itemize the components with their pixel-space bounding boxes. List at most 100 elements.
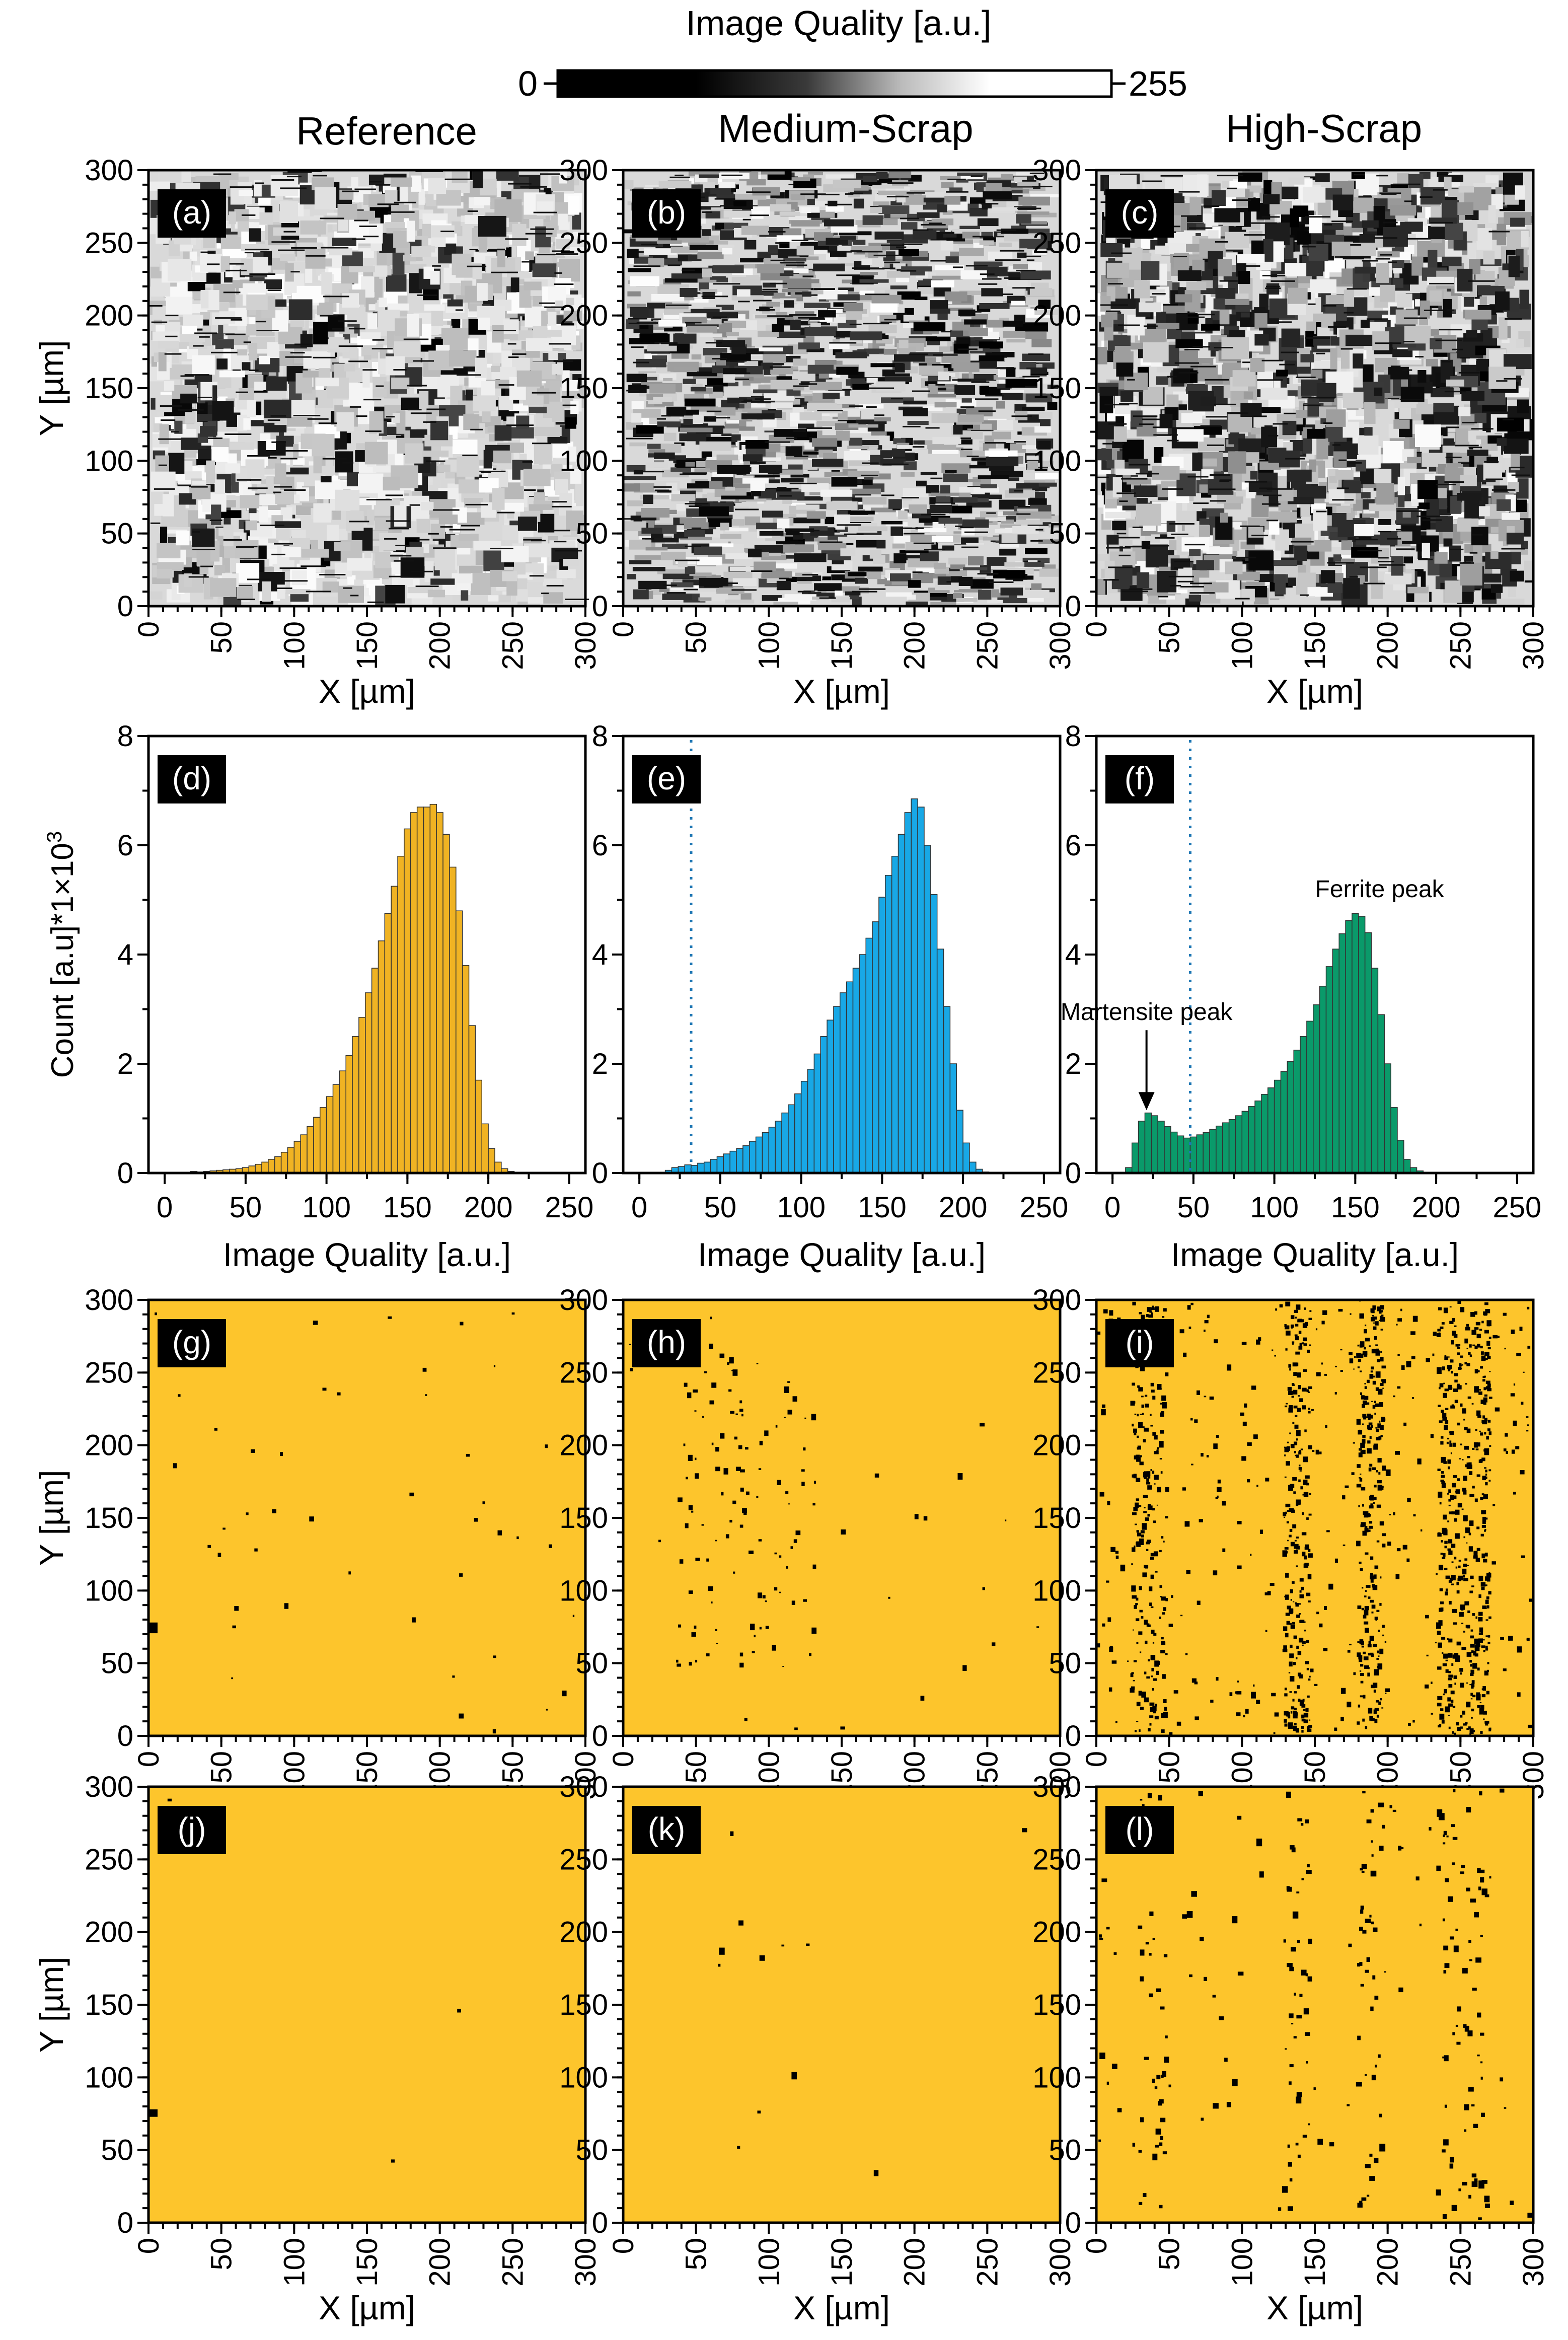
grain (543, 578, 568, 587)
grain (322, 581, 339, 593)
grain (685, 462, 695, 467)
grain (789, 544, 814, 552)
grain (963, 567, 988, 570)
grain-boundary (552, 505, 572, 507)
grain (979, 303, 1010, 309)
grain (421, 502, 434, 510)
grain-boundary (884, 261, 900, 263)
grain-boundary (192, 549, 215, 550)
grain (908, 580, 921, 588)
grain (216, 358, 228, 370)
grain-boundary (271, 441, 286, 443)
grain (862, 215, 884, 225)
grain (233, 266, 240, 280)
grain (1369, 566, 1378, 584)
grain-boundary (389, 575, 408, 577)
grain (811, 438, 838, 447)
grain-boundary (274, 543, 293, 545)
grain-boundary (416, 539, 430, 541)
grain (483, 550, 504, 571)
grain (894, 363, 905, 373)
grain (256, 317, 275, 337)
grain (720, 523, 729, 531)
grain-boundary (738, 301, 750, 303)
grain (722, 248, 732, 255)
grain (932, 436, 961, 444)
grain (431, 307, 443, 326)
grain (876, 172, 888, 179)
grain-boundary (332, 328, 343, 330)
grain (641, 528, 662, 534)
grain (158, 352, 167, 372)
grain (874, 231, 904, 240)
grain (627, 291, 641, 297)
grain-boundary (274, 588, 292, 589)
grain-boundary (792, 530, 820, 532)
grain (784, 594, 816, 601)
grain (702, 291, 715, 299)
grain-boundary (208, 437, 222, 440)
grain (394, 505, 407, 527)
grain (1431, 388, 1454, 398)
grain-boundary (321, 247, 349, 249)
grain-boundary (249, 370, 259, 371)
grain-boundary (389, 528, 409, 530)
grain-boundary (848, 192, 863, 194)
grain (741, 413, 775, 420)
grain-boundary (741, 401, 764, 403)
grain (524, 281, 542, 290)
grain-boundary (270, 415, 286, 417)
grain (354, 579, 364, 588)
grain (305, 249, 326, 269)
grain-boundary (770, 366, 791, 368)
grain (1001, 533, 1018, 543)
grain (266, 439, 276, 450)
grain (406, 221, 415, 242)
grain (979, 355, 1004, 361)
x-tick-label: 200 (424, 621, 457, 670)
grain (771, 402, 793, 409)
grain (909, 504, 927, 514)
grain-boundary (507, 343, 516, 345)
grain (428, 178, 446, 194)
grain (279, 201, 298, 223)
grain (214, 479, 226, 494)
grain-boundary (978, 410, 996, 412)
grain-boundary (323, 296, 349, 298)
grain (176, 531, 190, 546)
grain-boundary (268, 457, 277, 459)
grain-boundary (793, 430, 806, 432)
grain-boundary (426, 408, 446, 410)
grain-boundary (449, 529, 475, 531)
grain (379, 298, 387, 308)
grain (894, 354, 925, 362)
grain-boundary (829, 342, 857, 344)
grain (220, 256, 230, 272)
grain (150, 199, 159, 218)
grain-boundary (284, 450, 308, 452)
grain (888, 499, 902, 509)
grain (713, 386, 724, 393)
grain (953, 425, 963, 435)
grain-boundary (363, 236, 379, 238)
grain-boundary (522, 461, 533, 463)
column-title-reference: Reference (296, 109, 477, 153)
grain (825, 517, 835, 525)
grain-boundary (280, 187, 307, 189)
grain-boundary (533, 211, 557, 213)
grain (632, 567, 665, 571)
grain (1018, 196, 1050, 206)
grain (516, 578, 528, 590)
grain (693, 414, 703, 424)
grain (459, 534, 479, 541)
grain (457, 456, 480, 477)
grain-boundary (467, 210, 478, 212)
grain-boundary (362, 369, 377, 371)
grain-boundary (706, 410, 722, 412)
grain (757, 264, 784, 273)
grain-boundary (354, 188, 376, 190)
grain (663, 432, 677, 442)
grain-boundary (271, 452, 283, 454)
grain (314, 187, 336, 210)
grain-boundary (900, 270, 917, 272)
